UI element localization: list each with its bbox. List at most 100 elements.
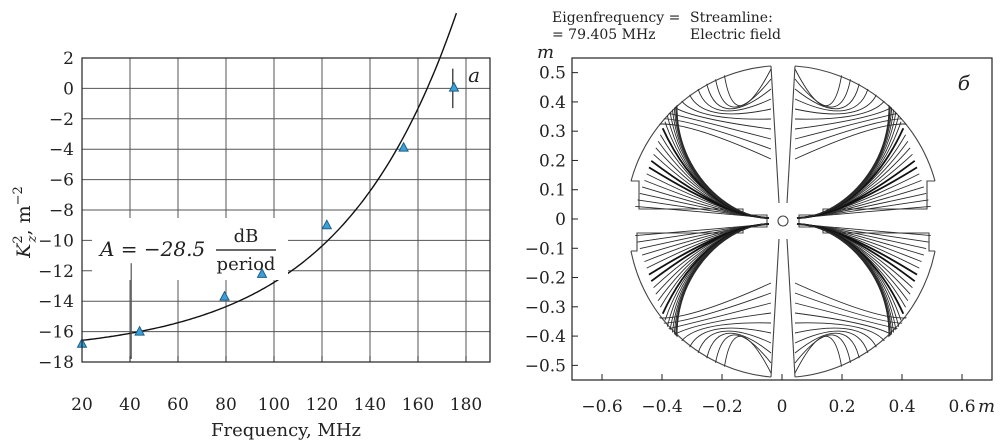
x-tick-label-b: −0.2 <box>701 397 742 417</box>
cavity-geometry <box>630 65 936 378</box>
x-tick-label-b: 0 <box>777 397 788 417</box>
field-line <box>646 223 770 269</box>
field-line <box>723 335 772 374</box>
panel-label-b: б <box>958 71 971 95</box>
y-tick-label: −6 <box>49 171 74 191</box>
field-line <box>794 334 852 367</box>
data-markers-a <box>76 68 460 359</box>
slot-edge <box>786 65 796 378</box>
right-electrode <box>798 180 935 252</box>
field-line <box>687 89 772 115</box>
data-point <box>256 267 268 278</box>
x-tick-label: 120 <box>306 395 338 415</box>
y-tick-label: 0 <box>63 79 74 99</box>
field-line <box>794 89 879 115</box>
y-tick-label-b: 0.3 <box>539 122 566 142</box>
y-tick-label: −2 <box>49 110 74 130</box>
y-axis-title-a: K2z, m−2 <box>11 186 40 259</box>
field-line <box>635 206 770 219</box>
y-tick-label-b: 0.1 <box>539 181 566 201</box>
equation-numerator: dB <box>234 226 259 247</box>
y-tick-label-b: −0.4 <box>525 327 566 347</box>
field-line <box>796 186 925 219</box>
data-point <box>321 219 333 230</box>
cavity-outline <box>794 250 936 378</box>
cavity-outline <box>794 65 936 182</box>
y-tick-label: 2 <box>63 49 74 69</box>
equation-denominator: period <box>217 254 276 275</box>
field-line <box>714 334 772 367</box>
data-point <box>448 81 460 92</box>
y-tick-label: −14 <box>38 292 74 312</box>
field-line <box>714 75 772 108</box>
y-tick-label-b: 0 <box>555 210 566 230</box>
field-line <box>796 223 925 256</box>
y-tick-label: −8 <box>49 201 74 221</box>
equation-backdrop <box>92 218 288 280</box>
field-line <box>687 327 772 353</box>
equation-lhs: A = −28.5 <box>98 237 205 261</box>
y-tick-label: −18 <box>38 353 74 373</box>
x-tick-label: 40 <box>119 395 141 415</box>
cavity-outline <box>630 250 772 378</box>
y-tick-label-b: 0.5 <box>539 64 566 84</box>
field-line <box>794 79 861 110</box>
plot-frame-a <box>81 57 491 363</box>
x-tick-label-b: −0.4 <box>641 397 682 417</box>
field-line <box>668 102 772 130</box>
data-point <box>219 290 230 301</box>
x-tick-label: 180 <box>450 395 482 415</box>
fit-curve-group <box>81 12 458 342</box>
x-tick-label-b: 0.4 <box>888 397 915 417</box>
field-line <box>794 312 898 340</box>
data-point <box>398 141 409 152</box>
header-eigenfrequency-value: = 79.405 MHz <box>552 27 656 43</box>
tick-labels-a: 20 40 60 80 100 120 140 160 18020−2−4−6−8−10−12−… <box>38 49 482 415</box>
y-tick-label-b: −0.5 <box>525 356 566 376</box>
y-axis-title-text: K2z, m−2 <box>11 186 40 259</box>
field-line <box>796 223 920 269</box>
field-line <box>794 327 879 353</box>
x-tick-label-b: 0.6 <box>948 397 975 417</box>
field-line <box>794 335 843 374</box>
field-line <box>723 68 772 107</box>
field-line <box>794 332 861 363</box>
y-tick-label: −16 <box>38 323 74 343</box>
streamlines <box>635 68 931 374</box>
panel-label-a: a <box>468 63 480 87</box>
field-line <box>705 79 772 110</box>
data-point <box>134 325 145 336</box>
x-tick-label: 100 <box>258 395 290 415</box>
field-line <box>641 186 770 219</box>
x-tick-label-b: −0.6 <box>581 397 622 417</box>
x-axis-title-a: Frequency, MHz <box>211 420 361 441</box>
left-electrode <box>631 180 768 252</box>
field-line <box>696 330 772 359</box>
y-tick-label: −10 <box>38 231 74 251</box>
x-tick-label: 160 <box>402 395 434 415</box>
field-line <box>794 83 870 112</box>
y-tick-label-b: 0.4 <box>539 93 566 113</box>
x-unit-b: m <box>978 396 995 417</box>
y-tick-label: −12 <box>38 262 74 282</box>
field-line <box>796 223 931 236</box>
panel-a: A = −28.5 dB period 20 40 60 80 100 120 140 160… <box>11 12 491 441</box>
y-unit-b: m <box>537 42 554 63</box>
field-line <box>794 102 898 130</box>
header-streamline-value: Electric field <box>690 27 781 43</box>
slot-edge <box>770 65 780 378</box>
field-line <box>641 223 770 256</box>
field-line <box>796 89 891 219</box>
tick-labels-b: −0.6 −0.4 −0.2 0 0.2 0.4 0.6 0.5 0.4 0.3 0.2 0.1 0 −0… <box>525 64 976 417</box>
x-tick-label: 20 <box>71 395 93 415</box>
field-line <box>696 83 772 112</box>
field-line <box>794 75 852 108</box>
field-line <box>794 68 843 107</box>
y-tick-label-b: −0.3 <box>525 298 566 318</box>
x-tick-label-b: 0.2 <box>828 397 855 417</box>
cavity-outline <box>630 65 772 182</box>
field-line <box>675 89 770 219</box>
fit-curve <box>81 12 458 342</box>
x-tick-label: 80 <box>215 395 237 415</box>
grid-a <box>81 58 490 362</box>
